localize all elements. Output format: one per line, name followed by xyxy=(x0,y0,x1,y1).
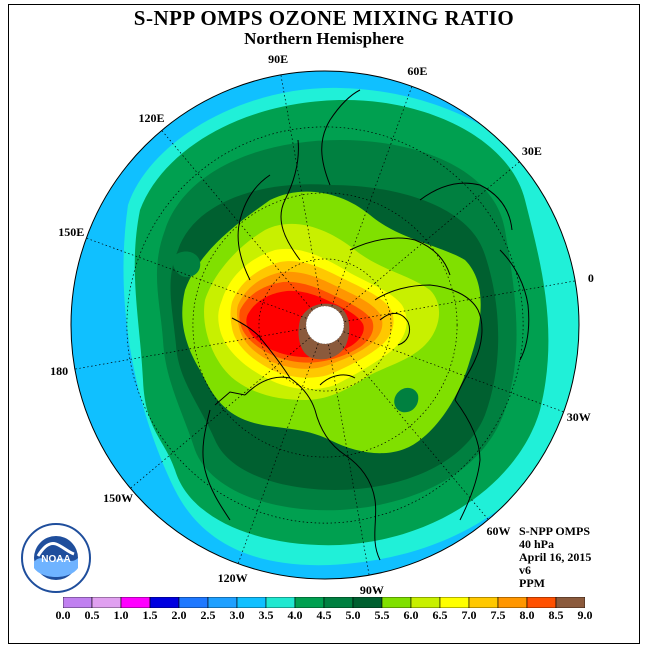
figure-frame xyxy=(8,4,640,644)
info-version: v6 xyxy=(519,563,531,577)
colorbar-bin xyxy=(439,597,470,608)
colorbar xyxy=(63,597,585,608)
info-units: PPM xyxy=(519,576,545,590)
info-instrument: S-NPP OMPS xyxy=(519,524,590,538)
info-pressure-level: 40 hPa xyxy=(519,537,555,551)
longitude-label: 150E xyxy=(58,225,85,240)
colorbar-tick-label: 1.0 xyxy=(113,608,129,622)
longitude-label: 90E xyxy=(268,51,289,66)
colorbar-bin xyxy=(120,597,151,608)
colorbar-tick-label: 5.5 xyxy=(374,608,390,622)
longitude-label: 30E xyxy=(521,143,542,158)
colorbar-tick-label: 8.5 xyxy=(548,608,564,622)
longitude-label: 30W xyxy=(566,409,591,424)
colorbar-tick-label: 2.5 xyxy=(200,608,216,622)
colorbar-bin xyxy=(236,597,267,608)
map-subtitle: Northern Hemisphere xyxy=(244,29,404,48)
longitude-label: 60E xyxy=(407,63,428,78)
longitude-label: 180 xyxy=(50,364,69,379)
colorbar-tick-label: 9.0 xyxy=(577,608,593,622)
colorbar-bin xyxy=(294,597,325,608)
longitude-label: 60W xyxy=(486,524,511,539)
info-block: S-NPP OMPS 40 hPa April 16, 2015 v6 PPM xyxy=(519,525,591,590)
coastlines xyxy=(202,89,530,561)
colorbar-tick-label: 4.0 xyxy=(287,608,303,622)
colorbar-bin xyxy=(497,597,528,608)
colorbar-bin xyxy=(323,597,354,608)
colorbar-tick-label: 0.5 xyxy=(84,608,100,622)
info-date: April 16, 2015 xyxy=(519,550,592,564)
field-low-patch xyxy=(394,387,419,413)
pole-data-gap xyxy=(305,305,345,345)
colorbar-bin xyxy=(555,597,585,608)
map-title: S-NPP OMPS OZONE MIXING RATIO xyxy=(133,6,515,30)
colorbar-bin xyxy=(207,597,238,608)
colorbar-tick-label: 5.0 xyxy=(345,608,361,622)
colorbar-tick-label: 2.0 xyxy=(171,608,187,622)
colorbar-bin xyxy=(352,597,383,608)
graticule xyxy=(74,74,576,576)
colorbar-tick-label: 3.0 xyxy=(229,608,245,622)
map-boundary xyxy=(70,70,580,580)
colorbar-bin xyxy=(410,597,441,608)
longitude-label: 0 xyxy=(587,270,594,285)
colorbar-bin xyxy=(178,597,209,608)
latitude-circle xyxy=(126,126,524,524)
colorbar-bin xyxy=(381,597,412,608)
colorbar-bin xyxy=(63,597,93,608)
latitude-circle xyxy=(192,192,458,458)
longitude-label: 120E xyxy=(138,110,165,125)
colorbar-tick-label: 3.5 xyxy=(258,608,274,622)
colorbar-bin xyxy=(265,597,296,608)
colorbar-tick-label: 4.5 xyxy=(316,608,332,622)
longitude-label: 120W xyxy=(217,571,248,586)
longitude-label: 90W xyxy=(359,583,384,598)
colorbar-tick-label: 7.0 xyxy=(461,608,477,622)
colorbar-tick-label: 6.5 xyxy=(432,608,448,622)
colorbar-tick-labels: 0.0 0.5 1.0 1.5 2.0 2.5 3.0 3.5 4.0 4.5 5.0 5.5 6.0 6… xyxy=(0,608,648,624)
field-low-patch-2 xyxy=(172,251,201,278)
colorbar-bin xyxy=(468,597,499,608)
colorbar-tick-label: 1.5 xyxy=(142,608,158,622)
colorbar-tick-label: 7.5 xyxy=(490,608,506,622)
colorbar-tick-label: 6.0 xyxy=(403,608,419,622)
longitude-label: 150W xyxy=(103,491,134,506)
noaa-logo-text: NOAA xyxy=(41,554,70,565)
latitude-circle xyxy=(258,258,392,392)
noaa-logo: NOAA xyxy=(21,523,91,593)
colorbar-tick-label: 8.0 xyxy=(519,608,535,622)
colorbar-bin xyxy=(91,597,122,608)
colorbar-tick-label: 0.0 xyxy=(55,608,71,622)
colorbar-bin xyxy=(526,597,557,608)
colorbar-bin xyxy=(149,597,180,608)
